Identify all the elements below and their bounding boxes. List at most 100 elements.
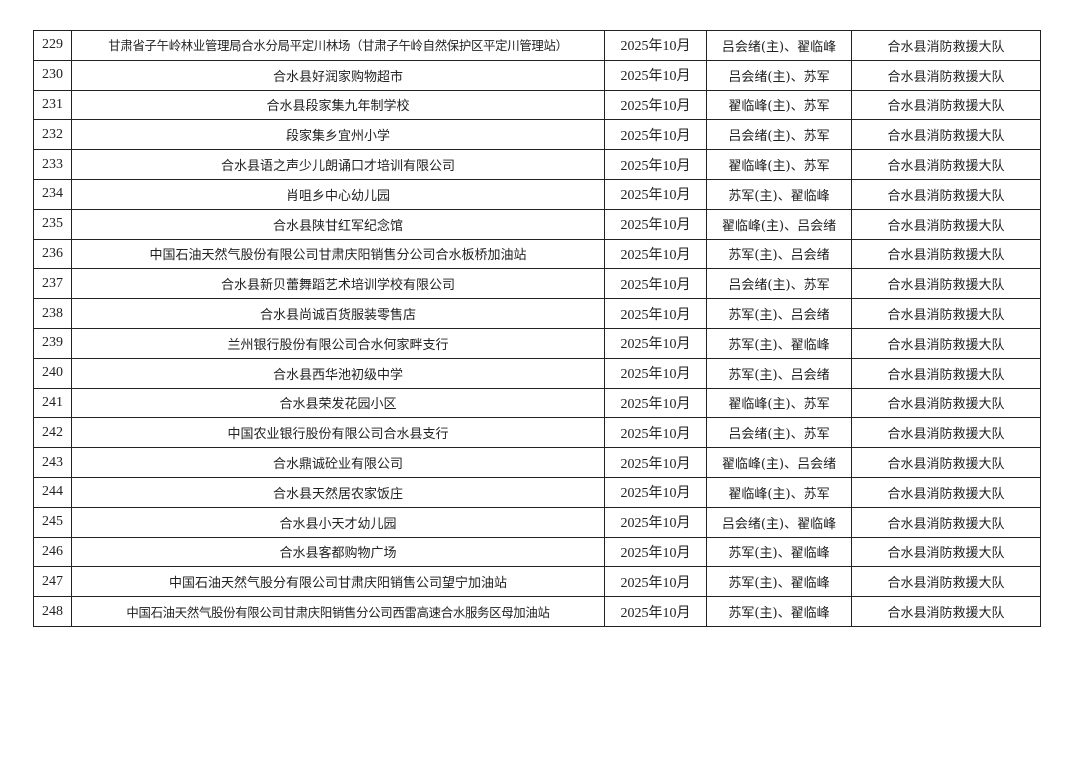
responsible-unit-cell: 合水县消防救援大队 xyxy=(851,566,1041,598)
table-row: 233 合水县语之声少儿朗诵口才培训有限公司 2025年10月 翟临峰(主)、苏军 合水… xyxy=(33,149,1041,180)
row-number-cell: 239 xyxy=(33,327,72,359)
table-row: 234 肖咀乡中心幼儿园 2025年10月 苏军(主)、翟临峰 合水县消防救援大队 xyxy=(33,178,1041,210)
inspectors-cell: 翟临峰(主)、吕会绪 xyxy=(706,447,852,478)
responsible-unit-cell: 合水县消防救援大队 xyxy=(851,506,1041,538)
inspectors-cell: 苏军(主)、翟临峰 xyxy=(706,327,852,359)
row-number-cell: 248 xyxy=(33,596,72,627)
inspectors-cell: 苏军(主)、翟临峰 xyxy=(706,596,852,627)
inspection-date-cell: 2025年10月 xyxy=(604,566,707,598)
row-number-cell: 234 xyxy=(33,178,72,210)
inspection-date-cell: 2025年10月 xyxy=(604,506,707,538)
unit-name-cell: 段家集乡宜州小学 xyxy=(71,119,605,151)
row-number-cell: 231 xyxy=(33,89,72,121)
inspectors-cell: 翟临峰(主)、吕会绪 xyxy=(706,208,852,240)
table-row: 235 合水县陕甘红军纪念馆 2025年10月 翟临峰(主)、吕会绪 合水县消防救援大队 xyxy=(33,208,1041,240)
unit-name-cell: 合水县新贝蕾舞蹈艺术培训学校有限公司 xyxy=(71,268,605,300)
row-number-cell: 237 xyxy=(33,268,72,300)
responsible-unit-cell: 合水县消防救援大队 xyxy=(851,59,1041,91)
row-number-cell: 238 xyxy=(33,298,72,329)
inspection-table: 229 甘肃省子午岭林业管理局合水分局平定川林场（甘肃子午岭自然保护区平定川管理站… xyxy=(33,30,1041,627)
table-row: 244 合水县天然居农家饭庄 2025年10月 翟临峰(主)、苏军 合水县消防救援大队 xyxy=(33,476,1041,508)
row-number-cell: 246 xyxy=(33,536,72,568)
responsible-unit-cell: 合水县消防救援大队 xyxy=(851,476,1041,508)
responsible-unit-cell: 合水县消防救援大队 xyxy=(851,357,1041,389)
unit-name-cell: 中国石油天然气股分有限公司甘肃庆阳销售公司望宁加油站 xyxy=(71,566,605,598)
unit-name-cell: 中国农业银行股份有限公司合水县支行 xyxy=(71,417,605,449)
table-row: 232 段家集乡宜州小学 2025年10月 吕会绪(主)、苏军 合水县消防救援大队 xyxy=(33,119,1041,151)
inspection-date-cell: 2025年10月 xyxy=(604,178,707,210)
row-number-cell: 229 xyxy=(33,30,72,61)
inspection-date-cell: 2025年10月 xyxy=(604,417,707,449)
responsible-unit-cell: 合水县消防救援大队 xyxy=(851,387,1041,419)
unit-name-cell: 合水县小天才幼儿园 xyxy=(71,506,605,538)
unit-name-cell: 合水县天然居农家饭庄 xyxy=(71,476,605,508)
responsible-unit-cell: 合水县消防救援大队 xyxy=(851,536,1041,568)
unit-name-cell: 甘肃省子午岭林业管理局合水分局平定川林场（甘肃子午岭自然保护区平定川管理站） xyxy=(71,30,605,61)
row-number-cell: 235 xyxy=(33,208,72,240)
row-number-cell: 244 xyxy=(33,476,72,508)
inspection-date-cell: 2025年10月 xyxy=(604,596,707,627)
unit-name-cell: 合水县荣发花园小区 xyxy=(71,387,605,419)
table-row: 241 合水县荣发花园小区 2025年10月 翟临峰(主)、苏军 合水县消防救援大队 xyxy=(33,387,1041,419)
responsible-unit-cell: 合水县消防救援大队 xyxy=(851,119,1041,151)
inspectors-cell: 吕会绪(主)、苏军 xyxy=(706,417,852,449)
inspection-date-cell: 2025年10月 xyxy=(604,298,707,329)
table-row: 245 合水县小天才幼儿园 2025年10月 吕会绪(主)、翟临峰 合水县消防救援大队 xyxy=(33,506,1041,538)
inspection-date-cell: 2025年10月 xyxy=(604,387,707,419)
unit-name-cell: 中国石油天然气股份有限公司甘肃庆阳销售分公司西雷高速合水服务区母加油站 xyxy=(71,596,605,627)
inspection-date-cell: 2025年10月 xyxy=(604,327,707,359)
row-number-cell: 242 xyxy=(33,417,72,449)
row-number-cell: 241 xyxy=(33,387,72,419)
row-number-cell: 247 xyxy=(33,566,72,598)
inspection-date-cell: 2025年10月 xyxy=(604,536,707,568)
responsible-unit-cell: 合水县消防救援大队 xyxy=(851,298,1041,329)
inspectors-cell: 吕会绪(主)、苏军 xyxy=(706,268,852,300)
responsible-unit-cell: 合水县消防救援大队 xyxy=(851,149,1041,180)
unit-name-cell: 合水县陕甘红军纪念馆 xyxy=(71,208,605,240)
row-number-cell: 240 xyxy=(33,357,72,389)
responsible-unit-cell: 合水县消防救援大队 xyxy=(851,178,1041,210)
inspection-date-cell: 2025年10月 xyxy=(604,238,707,270)
unit-name-cell: 中国石油天然气股份有限公司甘肃庆阳销售分公司合水板桥加油站 xyxy=(71,238,605,270)
inspectors-cell: 吕会绪(主)、翟临峰 xyxy=(706,30,852,61)
inspection-date-cell: 2025年10月 xyxy=(604,119,707,151)
responsible-unit-cell: 合水县消防救援大队 xyxy=(851,417,1041,449)
inspectors-cell: 翟临峰(主)、苏军 xyxy=(706,89,852,121)
table-row: 242 中国农业银行股份有限公司合水县支行 2025年10月 吕会绪(主)、苏军 合水县… xyxy=(33,417,1041,449)
unit-name-cell: 合水县客都购物广场 xyxy=(71,536,605,568)
inspection-date-cell: 2025年10月 xyxy=(604,357,707,389)
inspectors-cell: 吕会绪(主)、翟临峰 xyxy=(706,506,852,538)
unit-name-cell: 合水县西华池初级中学 xyxy=(71,357,605,389)
unit-name-cell: 合水县尚诚百货服装零售店 xyxy=(71,298,605,329)
inspectors-cell: 苏军(主)、吕会绪 xyxy=(706,357,852,389)
unit-name-cell: 合水鼎诚砼业有限公司 xyxy=(71,447,605,478)
table-row: 239 兰州银行股份有限公司合水何家畔支行 2025年10月 苏军(主)、翟临峰 合水县… xyxy=(33,327,1041,359)
inspectors-cell: 翟临峰(主)、苏军 xyxy=(706,149,852,180)
inspection-date-cell: 2025年10月 xyxy=(604,59,707,91)
unit-name-cell: 合水县段家集九年制学校 xyxy=(71,89,605,121)
responsible-unit-cell: 合水县消防救援大队 xyxy=(851,327,1041,359)
responsible-unit-cell: 合水县消防救援大队 xyxy=(851,238,1041,270)
responsible-unit-cell: 合水县消防救援大队 xyxy=(851,447,1041,478)
table-row: 237 合水县新贝蕾舞蹈艺术培训学校有限公司 2025年10月 吕会绪(主)、苏军 合水… xyxy=(33,268,1041,300)
inspection-date-cell: 2025年10月 xyxy=(604,447,707,478)
inspectors-cell: 翟临峰(主)、苏军 xyxy=(706,387,852,419)
responsible-unit-cell: 合水县消防救援大队 xyxy=(851,596,1041,627)
inspection-date-cell: 2025年10月 xyxy=(604,149,707,180)
table-row: 243 合水鼎诚砼业有限公司 2025年10月 翟临峰(主)、吕会绪 合水县消防救援大队 xyxy=(33,447,1041,478)
table-row: 236 中国石油天然气股份有限公司甘肃庆阳销售分公司合水板桥加油站 2025年10月… xyxy=(33,238,1041,270)
inspectors-cell: 苏军(主)、翟临峰 xyxy=(706,566,852,598)
responsible-unit-cell: 合水县消防救援大队 xyxy=(851,30,1041,61)
table-row: 229 甘肃省子午岭林业管理局合水分局平定川林场（甘肃子午岭自然保护区平定川管理站… xyxy=(33,30,1041,61)
inspectors-cell: 吕会绪(主)、苏军 xyxy=(706,59,852,91)
table-row: 240 合水县西华池初级中学 2025年10月 苏军(主)、吕会绪 合水县消防救援大队 xyxy=(33,357,1041,389)
row-number-cell: 230 xyxy=(33,59,72,91)
inspection-date-cell: 2025年10月 xyxy=(604,30,707,61)
table-row: 247 中国石油天然气股分有限公司甘肃庆阳销售公司望宁加油站 2025年10月 苏军(… xyxy=(33,566,1041,598)
inspection-date-cell: 2025年10月 xyxy=(604,268,707,300)
table-row: 246 合水县客都购物广场 2025年10月 苏军(主)、翟临峰 合水县消防救援大队 xyxy=(33,536,1041,568)
row-number-cell: 245 xyxy=(33,506,72,538)
table-row: 238 合水县尚诚百货服装零售店 2025年10月 苏军(主)、吕会绪 合水县消防救援大… xyxy=(33,298,1041,329)
table-body: 229 甘肃省子午岭林业管理局合水分局平定川林场（甘肃子午岭自然保护区平定川管理站… xyxy=(33,30,1041,627)
inspectors-cell: 苏军(主)、吕会绪 xyxy=(706,238,852,270)
